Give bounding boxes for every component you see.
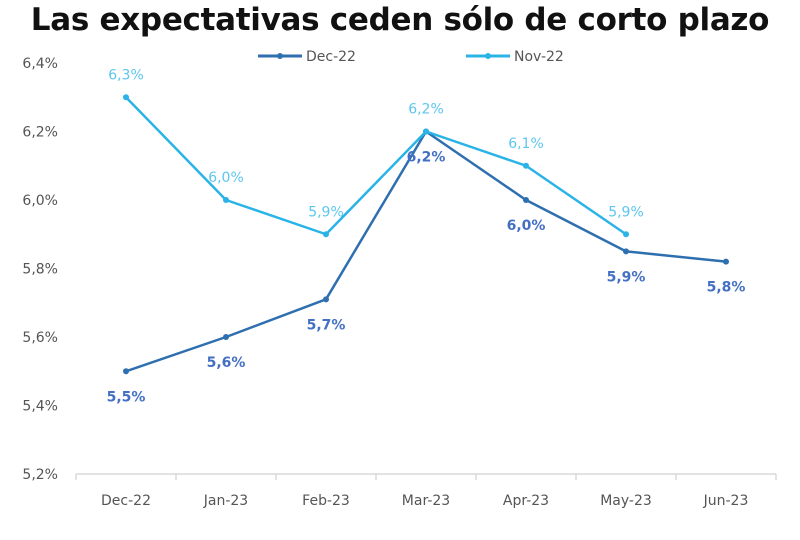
- x-tick-label: Dec-22: [101, 493, 151, 509]
- data-label: 6,3%: [108, 67, 144, 83]
- data-label: 5,8%: [707, 280, 746, 296]
- data-label: 6,0%: [507, 218, 546, 234]
- x-tick-label: Mar-23: [402, 493, 450, 509]
- y-tick-label: 6,4%: [22, 56, 58, 72]
- legend-marker: [277, 53, 283, 59]
- data-point: [123, 368, 129, 375]
- data-label: 5,5%: [107, 389, 146, 405]
- data-label: 5,9%: [607, 269, 646, 285]
- x-tick-label: Apr-23: [503, 493, 549, 509]
- legend-label: Nov-22: [514, 49, 564, 65]
- x-tick-label: Jun-23: [703, 493, 749, 509]
- legend-marker: [485, 53, 491, 59]
- x-tick-label: May-23: [600, 493, 652, 509]
- y-tick-label: 5,4%: [22, 399, 58, 415]
- series-line-nov-22: [125, 96, 627, 236]
- x-tick-label: Jan-23: [203, 493, 248, 509]
- legend-label: Dec-22: [306, 49, 356, 65]
- data-point: [623, 248, 629, 255]
- y-tick-label: 6,2%: [22, 125, 58, 141]
- y-tick-label: 5,8%: [22, 262, 58, 278]
- data-point: [723, 258, 729, 265]
- data-label: 5,6%: [207, 355, 246, 371]
- data-point: [323, 231, 329, 238]
- series-line-dec-22: [125, 130, 727, 373]
- y-tick-label: 5,2%: [22, 467, 58, 483]
- data-label: 5,9%: [608, 204, 644, 220]
- data-point: [523, 162, 529, 169]
- data-point: [223, 197, 229, 203]
- y-tick-label: 5,6%: [22, 330, 58, 346]
- data-point: [623, 231, 629, 238]
- x-tick-label: Feb-23: [302, 493, 350, 509]
- data-label: 6,2%: [408, 102, 444, 118]
- chart-title: Las expectativas ceden sólo de corto pla…: [30, 2, 770, 38]
- data-label: 6,2%: [407, 150, 446, 166]
- data-point: [123, 94, 129, 101]
- y-tick-label: 6,0%: [22, 193, 58, 209]
- data-label: 5,9%: [308, 204, 344, 220]
- data-point: [523, 197, 529, 203]
- data-point: [423, 128, 429, 135]
- data-label: 6,1%: [508, 136, 544, 152]
- data-label: 6,0%: [208, 170, 244, 186]
- data-point: [323, 296, 329, 303]
- data-point: [223, 334, 229, 340]
- data-label: 5,7%: [307, 317, 346, 333]
